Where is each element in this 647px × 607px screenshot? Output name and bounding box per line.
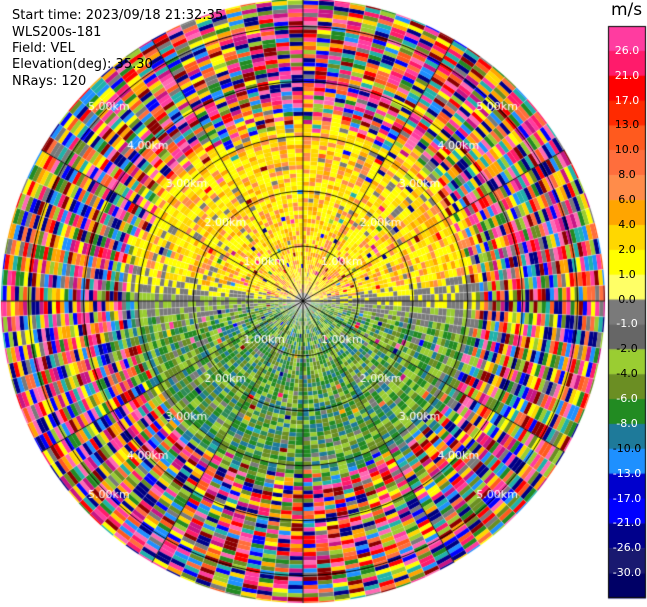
colorbar-tick-label: 6.0 <box>618 193 636 207</box>
colorbar-tick-label: 8.0 <box>618 168 636 182</box>
colorbar-tick-label: -2.0 <box>616 342 638 356</box>
elevation-label: Elevation(deg): 35.30 <box>12 57 153 72</box>
colorbar-tick-label: -30.0 <box>612 566 642 580</box>
colorbar-tick-label: 4.0 <box>618 217 636 231</box>
colorbar-tick-label: 1.0 <box>618 267 636 281</box>
colorbar-tick-label: 17.0 <box>614 93 640 107</box>
colorbar-tick-label: -1.0 <box>616 317 638 331</box>
colorbar-tick-label: 2.0 <box>618 242 636 256</box>
colorbar-tick-label: -6.0 <box>616 392 638 406</box>
field-label: Field: VEL <box>12 41 75 56</box>
colorbar-tick-label: 0.0 <box>618 292 636 306</box>
start-time-label: Start time: 2023/09/18 21:32:35 <box>12 8 224 23</box>
colorbar-tick-label: 26.0 <box>614 43 640 57</box>
colorbar-title: m/s <box>611 0 643 20</box>
colorbar-tick-label: -21.0 <box>612 516 642 530</box>
colorbar-tick-label: 10.0 <box>614 143 640 157</box>
colorbar-tick-label: -4.0 <box>616 367 638 381</box>
colorbar-tick-label: 21.0 <box>614 68 640 82</box>
nrays-label: NRays: 120 <box>12 74 87 89</box>
instrument-label: WLS200s-181 <box>12 25 102 40</box>
colorbar-tick-label: -13.0 <box>612 466 642 480</box>
colorbar-tick-label: -26.0 <box>612 541 642 555</box>
colorbar-tick-label: 13.0 <box>614 118 640 132</box>
colorbar-tick-label: -8.0 <box>616 416 638 430</box>
colorbar-tick-label: -17.0 <box>612 491 642 505</box>
colorbar-tick-label: -10.0 <box>612 441 642 455</box>
